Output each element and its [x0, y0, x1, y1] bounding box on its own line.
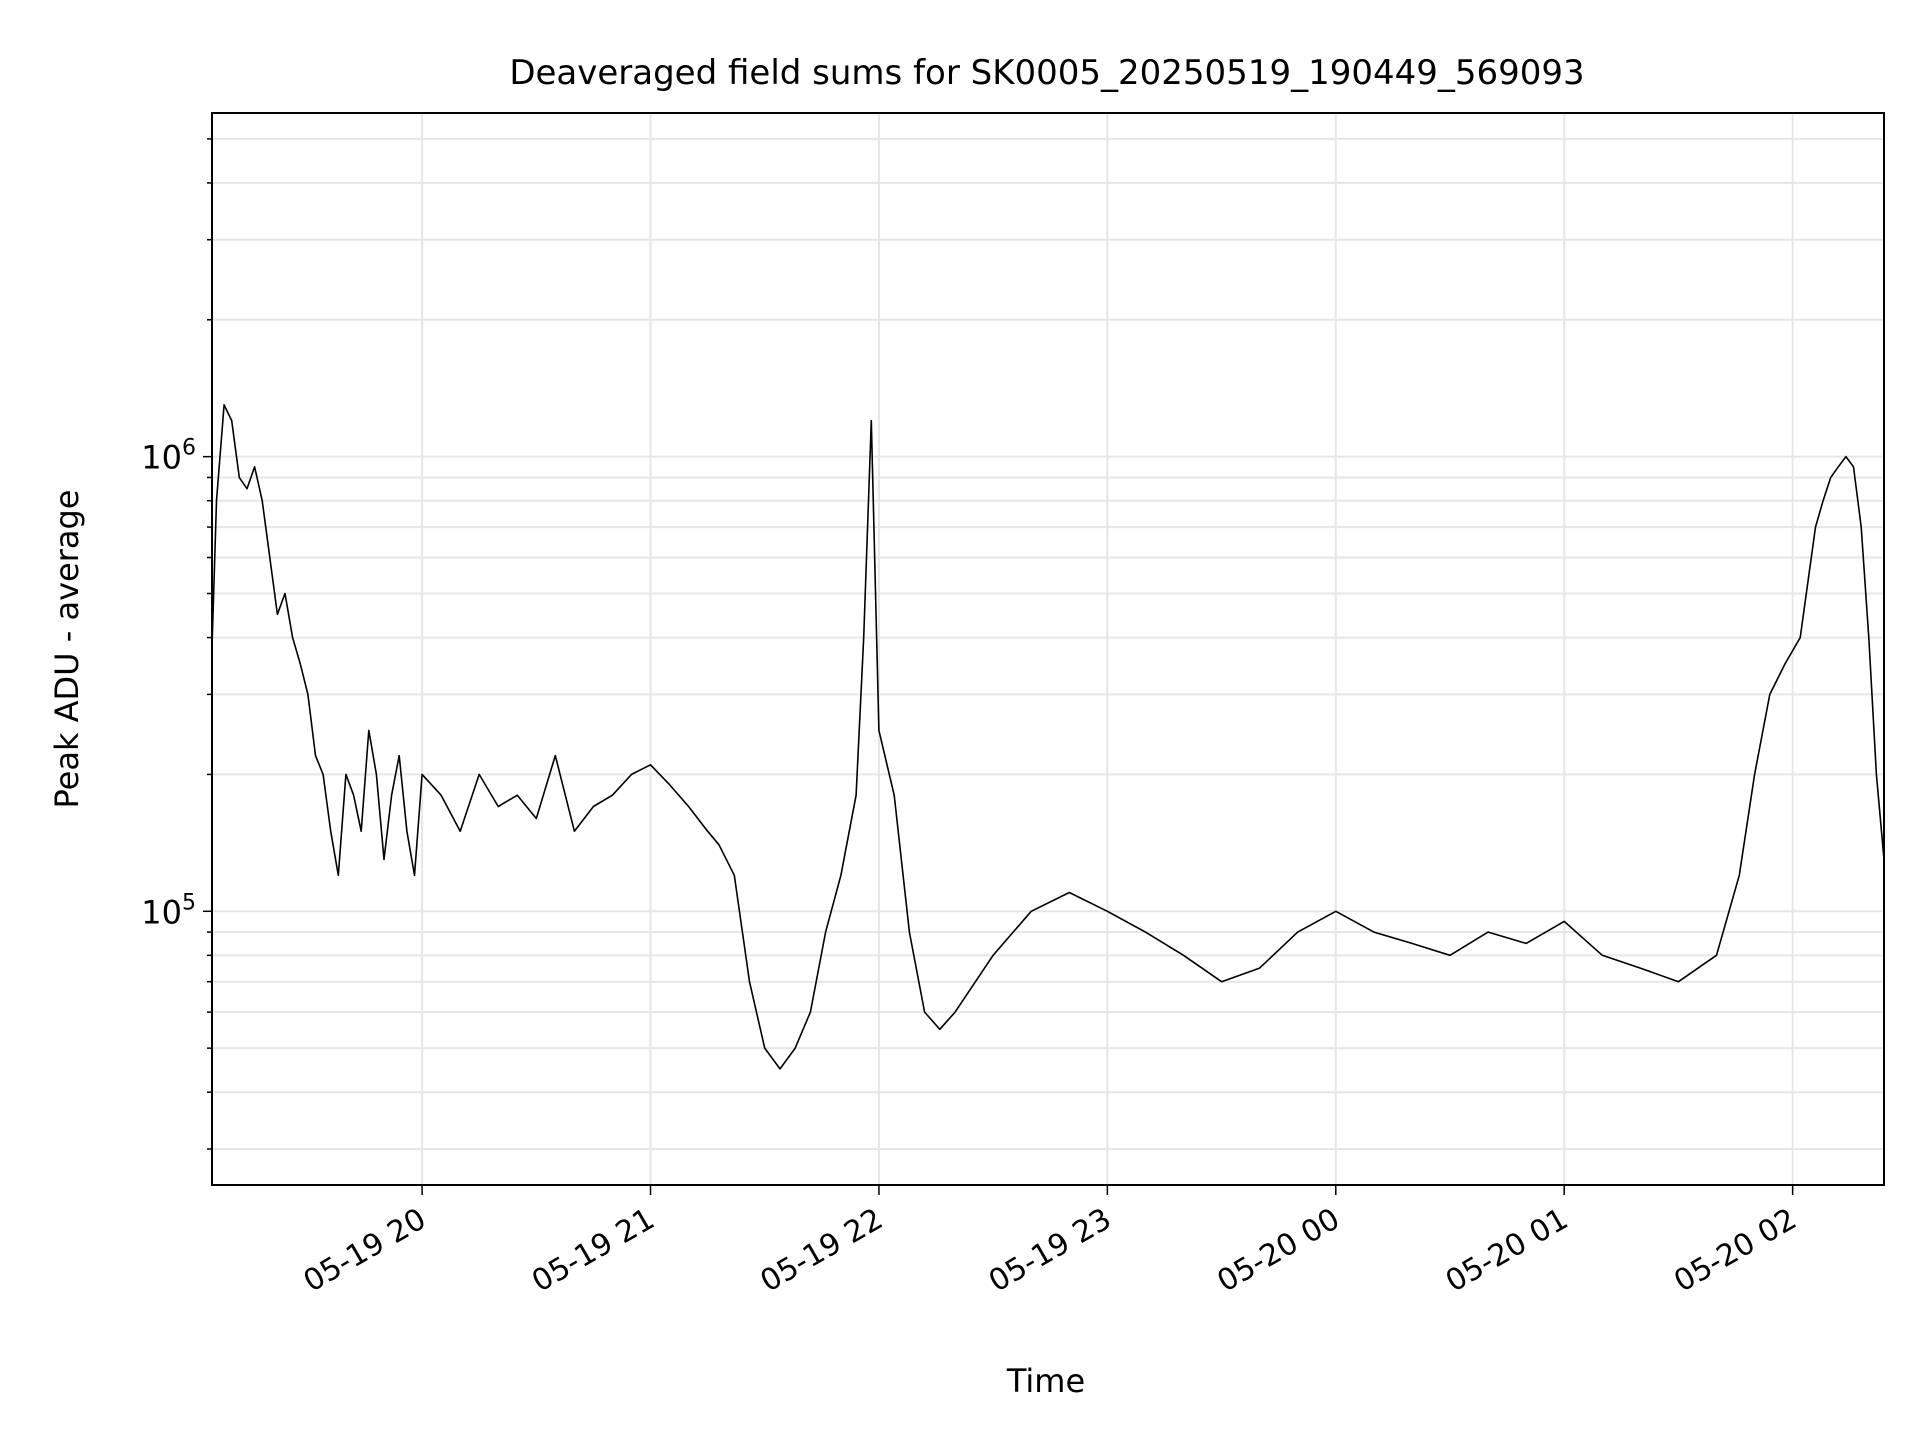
y-tick-base: 10 — [141, 439, 182, 477]
x-axis-label: Time — [1006, 1362, 1085, 1400]
plot-frame — [211, 112, 1885, 1186]
y-tick-exponent: 6 — [182, 436, 196, 461]
series-line — [211, 403, 1885, 1070]
y-tick-base: 10 — [141, 893, 182, 931]
y-tick-exponent: 5 — [182, 890, 196, 915]
y-tick-label: 105 — [141, 890, 196, 931]
y-axis-label: Peak ADU - average — [48, 490, 86, 809]
plot-data — [211, 403, 1885, 1070]
grid — [212, 113, 1884, 1185]
y-tick-label: 106 — [141, 436, 196, 477]
chart-title: Deaveraged field sums for SK0005_2025051… — [509, 53, 1584, 93]
